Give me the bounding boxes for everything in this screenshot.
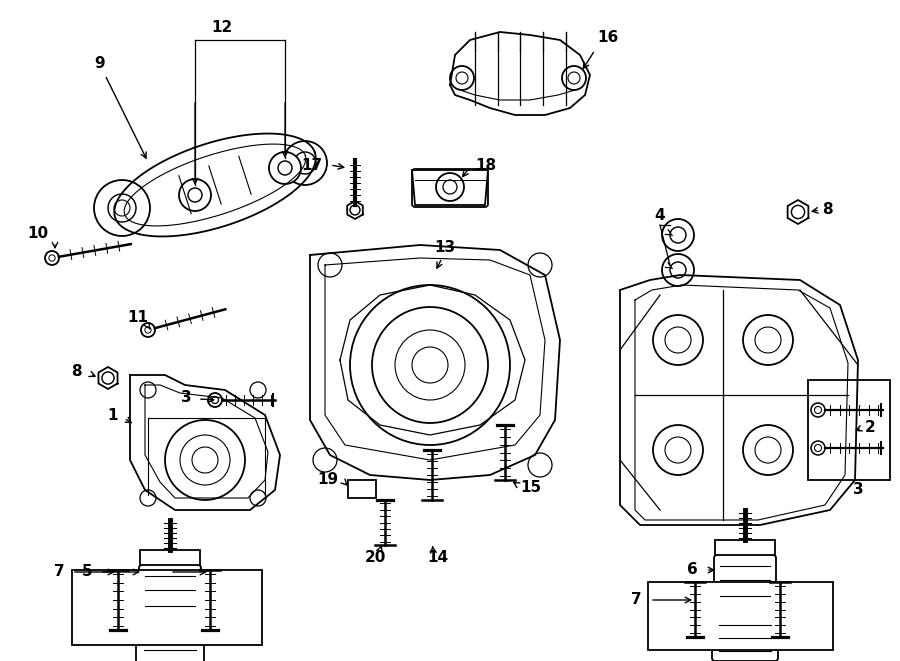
Circle shape <box>283 141 327 185</box>
Text: 20: 20 <box>364 551 386 566</box>
Circle shape <box>45 251 59 265</box>
Circle shape <box>208 393 222 407</box>
Bar <box>348 480 376 498</box>
Circle shape <box>250 382 266 398</box>
Circle shape <box>791 206 805 219</box>
Circle shape <box>811 441 825 455</box>
Text: 19: 19 <box>317 473 338 488</box>
Circle shape <box>94 180 150 236</box>
Text: 7: 7 <box>632 592 642 607</box>
Circle shape <box>755 327 781 353</box>
Text: 8: 8 <box>71 364 82 379</box>
Circle shape <box>662 254 694 286</box>
Circle shape <box>562 66 586 90</box>
Circle shape <box>140 382 156 398</box>
Circle shape <box>350 205 360 215</box>
Text: 5: 5 <box>81 564 92 580</box>
Text: 3: 3 <box>852 483 863 498</box>
Bar <box>648 582 833 650</box>
Circle shape <box>318 253 342 277</box>
Circle shape <box>192 447 218 473</box>
Text: 11: 11 <box>128 311 148 325</box>
Text: 16: 16 <box>597 30 618 46</box>
Bar <box>808 380 890 480</box>
Circle shape <box>313 448 337 472</box>
Text: 8: 8 <box>822 202 832 217</box>
Circle shape <box>665 437 691 463</box>
Text: 4: 4 <box>654 208 665 223</box>
Text: 6: 6 <box>688 563 698 578</box>
Text: 3: 3 <box>182 391 192 405</box>
Circle shape <box>141 323 155 337</box>
Circle shape <box>269 152 301 184</box>
Circle shape <box>179 179 211 211</box>
Text: 10: 10 <box>27 225 49 241</box>
Text: 7: 7 <box>54 564 65 580</box>
FancyBboxPatch shape <box>714 555 776 616</box>
Text: 18: 18 <box>475 157 496 173</box>
Circle shape <box>412 347 448 383</box>
FancyBboxPatch shape <box>136 634 204 661</box>
Text: 12: 12 <box>212 20 232 36</box>
Text: 17: 17 <box>301 157 322 173</box>
FancyBboxPatch shape <box>712 610 778 661</box>
FancyBboxPatch shape <box>412 169 488 207</box>
Text: 9: 9 <box>94 56 105 71</box>
Bar <box>72 570 262 645</box>
Circle shape <box>665 327 691 353</box>
Circle shape <box>528 253 552 277</box>
Circle shape <box>436 173 464 201</box>
Circle shape <box>528 453 552 477</box>
Circle shape <box>140 490 156 506</box>
Circle shape <box>662 219 694 251</box>
Circle shape <box>755 437 781 463</box>
FancyBboxPatch shape <box>139 565 201 626</box>
Text: 15: 15 <box>520 481 541 496</box>
Text: 13: 13 <box>435 241 455 256</box>
Circle shape <box>811 403 825 417</box>
Circle shape <box>102 372 114 384</box>
FancyBboxPatch shape <box>140 550 200 568</box>
Circle shape <box>450 66 474 90</box>
Text: 1: 1 <box>107 407 118 422</box>
Text: 2: 2 <box>865 420 876 436</box>
FancyBboxPatch shape <box>715 540 775 558</box>
Circle shape <box>250 490 266 506</box>
Bar <box>134 623 206 638</box>
Text: 14: 14 <box>428 551 448 566</box>
